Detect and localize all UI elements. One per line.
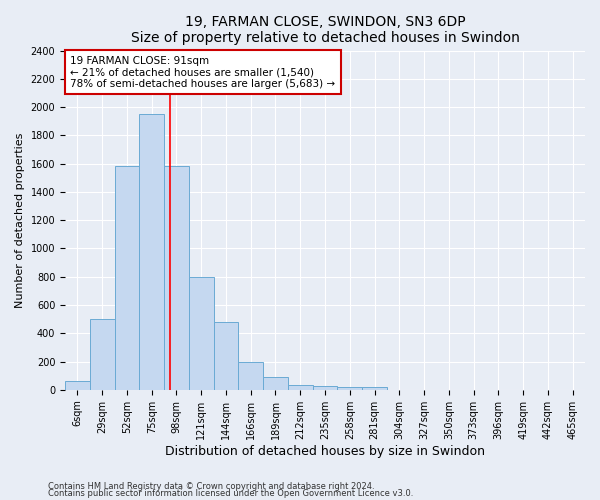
Bar	[139, 114, 164, 390]
Bar	[115, 166, 139, 390]
Bar	[263, 377, 288, 390]
Bar	[214, 322, 238, 390]
Bar	[238, 362, 263, 390]
Bar	[90, 319, 115, 390]
Bar	[189, 276, 214, 390]
Title: 19, FARMAN CLOSE, SWINDON, SN3 6DP
Size of property relative to detached houses : 19, FARMAN CLOSE, SWINDON, SN3 6DP Size …	[131, 15, 520, 45]
Bar	[362, 387, 387, 390]
X-axis label: Distribution of detached houses by size in Swindon: Distribution of detached houses by size …	[165, 444, 485, 458]
Bar	[313, 386, 337, 390]
Bar	[164, 166, 189, 390]
Text: 19 FARMAN CLOSE: 91sqm
← 21% of detached houses are smaller (1,540)
78% of semi-: 19 FARMAN CLOSE: 91sqm ← 21% of detached…	[70, 56, 335, 89]
Bar	[288, 385, 313, 390]
Text: Contains HM Land Registry data © Crown copyright and database right 2024.: Contains HM Land Registry data © Crown c…	[48, 482, 374, 491]
Text: Contains public sector information licensed under the Open Government Licence v3: Contains public sector information licen…	[48, 489, 413, 498]
Y-axis label: Number of detached properties: Number of detached properties	[15, 132, 25, 308]
Bar	[65, 382, 90, 390]
Bar	[337, 387, 362, 390]
